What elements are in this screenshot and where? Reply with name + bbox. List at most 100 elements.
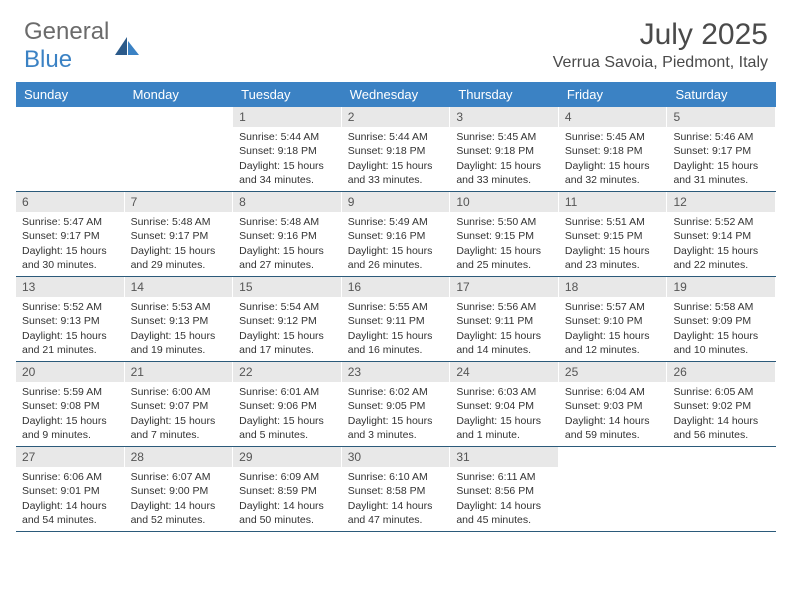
day-body: Sunrise: 6:07 AMSunset: 9:00 PMDaylight:…	[125, 467, 233, 531]
day-body: Sunrise: 5:45 AMSunset: 9:18 PMDaylight:…	[559, 127, 667, 191]
day-body: Sunrise: 5:45 AMSunset: 9:18 PMDaylight:…	[450, 127, 558, 191]
day-body: Sunrise: 5:55 AMSunset: 9:11 PMDaylight:…	[342, 297, 450, 361]
day-number: 16	[342, 277, 450, 297]
weekday-header: Tuesday	[233, 82, 342, 107]
logo-sail-icon	[113, 35, 141, 57]
daylight-text: and 25 minutes.	[456, 258, 552, 272]
day-cell: 22Sunrise: 6:01 AMSunset: 9:06 PMDayligh…	[233, 362, 342, 446]
day-cell: 20Sunrise: 5:59 AMSunset: 9:08 PMDayligh…	[16, 362, 125, 446]
day-number: 22	[233, 362, 341, 382]
day-cell: 2Sunrise: 5:44 AMSunset: 9:18 PMDaylight…	[342, 107, 451, 191]
day-number: 24	[450, 362, 558, 382]
day-number: 3	[450, 107, 558, 127]
day-body: Sunrise: 5:59 AMSunset: 9:08 PMDaylight:…	[16, 382, 124, 446]
week-row: 1Sunrise: 5:44 AMSunset: 9:18 PMDaylight…	[16, 107, 776, 192]
day-number: 20	[16, 362, 124, 382]
sunset-text: Sunset: 9:03 PM	[565, 399, 661, 413]
sunset-text: Sunset: 9:15 PM	[456, 229, 552, 243]
sunrise-text: Sunrise: 5:57 AM	[565, 300, 661, 314]
daylight-text: Daylight: 14 hours	[565, 414, 661, 428]
day-cell: 13Sunrise: 5:52 AMSunset: 9:13 PMDayligh…	[16, 277, 125, 361]
day-body: Sunrise: 5:44 AMSunset: 9:18 PMDaylight:…	[233, 127, 341, 191]
day-cell-empty	[125, 107, 234, 191]
weekday-header: Friday	[559, 82, 668, 107]
daylight-text: and 34 minutes.	[239, 173, 335, 187]
day-number: 12	[667, 192, 775, 212]
daylight-text: Daylight: 15 hours	[131, 244, 227, 258]
sunset-text: Sunset: 9:11 PM	[456, 314, 552, 328]
daylight-text: and 1 minute.	[456, 428, 552, 442]
sunrise-text: Sunrise: 5:48 AM	[131, 215, 227, 229]
daylight-text: and 16 minutes.	[348, 343, 444, 357]
daylight-text: Daylight: 15 hours	[239, 159, 335, 173]
logo-word-1: General	[24, 18, 109, 45]
location-subtitle: Verrua Savoia, Piedmont, Italy	[553, 54, 768, 72]
sunrise-text: Sunrise: 5:44 AM	[239, 130, 335, 144]
sunrise-text: Sunrise: 6:00 AM	[131, 385, 227, 399]
sunset-text: Sunset: 9:09 PM	[673, 314, 769, 328]
day-number: 14	[125, 277, 233, 297]
day-body: Sunrise: 6:09 AMSunset: 8:59 PMDaylight:…	[233, 467, 341, 531]
day-cell: 28Sunrise: 6:07 AMSunset: 9:00 PMDayligh…	[125, 447, 234, 531]
daylight-text: and 3 minutes.	[348, 428, 444, 442]
sunset-text: Sunset: 9:13 PM	[22, 314, 118, 328]
sunrise-text: Sunrise: 5:56 AM	[456, 300, 552, 314]
sunrise-text: Sunrise: 5:48 AM	[239, 215, 335, 229]
daylight-text: Daylight: 15 hours	[348, 244, 444, 258]
sunrise-text: Sunrise: 5:52 AM	[673, 215, 769, 229]
logo: General Blue	[24, 18, 141, 74]
daylight-text: Daylight: 14 hours	[131, 499, 227, 513]
daylight-text: and 27 minutes.	[239, 258, 335, 272]
day-cell: 3Sunrise: 5:45 AMSunset: 9:18 PMDaylight…	[450, 107, 559, 191]
weeks-container: 1Sunrise: 5:44 AMSunset: 9:18 PMDaylight…	[16, 107, 776, 532]
daylight-text: and 7 minutes.	[131, 428, 227, 442]
sunrise-text: Sunrise: 5:49 AM	[348, 215, 444, 229]
day-number: 27	[16, 447, 124, 467]
sunrise-text: Sunrise: 5:51 AM	[565, 215, 661, 229]
day-cell: 17Sunrise: 5:56 AMSunset: 9:11 PMDayligh…	[450, 277, 559, 361]
daylight-text: Daylight: 14 hours	[22, 499, 118, 513]
day-number: 7	[125, 192, 233, 212]
day-body: Sunrise: 5:56 AMSunset: 9:11 PMDaylight:…	[450, 297, 558, 361]
day-body: Sunrise: 5:47 AMSunset: 9:17 PMDaylight:…	[16, 212, 124, 276]
sunset-text: Sunset: 9:18 PM	[456, 144, 552, 158]
day-cell: 29Sunrise: 6:09 AMSunset: 8:59 PMDayligh…	[233, 447, 342, 531]
day-number: 5	[667, 107, 775, 127]
day-cell: 27Sunrise: 6:06 AMSunset: 9:01 PMDayligh…	[16, 447, 125, 531]
daylight-text: and 26 minutes.	[348, 258, 444, 272]
day-cell: 10Sunrise: 5:50 AMSunset: 9:15 PMDayligh…	[450, 192, 559, 276]
day-body: Sunrise: 5:58 AMSunset: 9:09 PMDaylight:…	[667, 297, 775, 361]
daylight-text: Daylight: 15 hours	[348, 414, 444, 428]
weekday-header: Monday	[125, 82, 234, 107]
daylight-text: Daylight: 15 hours	[348, 329, 444, 343]
daylight-text: and 31 minutes.	[673, 173, 769, 187]
sunrise-text: Sunrise: 5:52 AM	[22, 300, 118, 314]
daylight-text: and 14 minutes.	[456, 343, 552, 357]
day-cell-empty	[559, 447, 668, 531]
daylight-text: Daylight: 15 hours	[565, 159, 661, 173]
daylight-text: Daylight: 15 hours	[456, 244, 552, 258]
weekday-header: Sunday	[16, 82, 125, 107]
header: General Blue July 2025 Verrua Savoia, Pi…	[0, 0, 792, 78]
day-number: 29	[233, 447, 341, 467]
day-number: 4	[559, 107, 667, 127]
day-body: Sunrise: 5:49 AMSunset: 9:16 PMDaylight:…	[342, 212, 450, 276]
day-number: 26	[667, 362, 775, 382]
daylight-text: and 5 minutes.	[239, 428, 335, 442]
day-number: 19	[667, 277, 775, 297]
sunset-text: Sunset: 9:04 PM	[456, 399, 552, 413]
day-cell-empty	[16, 107, 125, 191]
sunset-text: Sunset: 8:59 PM	[239, 484, 335, 498]
day-cell: 14Sunrise: 5:53 AMSunset: 9:13 PMDayligh…	[125, 277, 234, 361]
daylight-text: and 33 minutes.	[456, 173, 552, 187]
sunset-text: Sunset: 9:18 PM	[348, 144, 444, 158]
daylight-text: and 30 minutes.	[22, 258, 118, 272]
sunset-text: Sunset: 8:58 PM	[348, 484, 444, 498]
week-row: 20Sunrise: 5:59 AMSunset: 9:08 PMDayligh…	[16, 362, 776, 447]
sunrise-text: Sunrise: 6:02 AM	[348, 385, 444, 399]
day-number: 9	[342, 192, 450, 212]
daylight-text: and 29 minutes.	[131, 258, 227, 272]
day-body: Sunrise: 6:10 AMSunset: 8:58 PMDaylight:…	[342, 467, 450, 531]
day-number: 23	[342, 362, 450, 382]
day-number: 11	[559, 192, 667, 212]
